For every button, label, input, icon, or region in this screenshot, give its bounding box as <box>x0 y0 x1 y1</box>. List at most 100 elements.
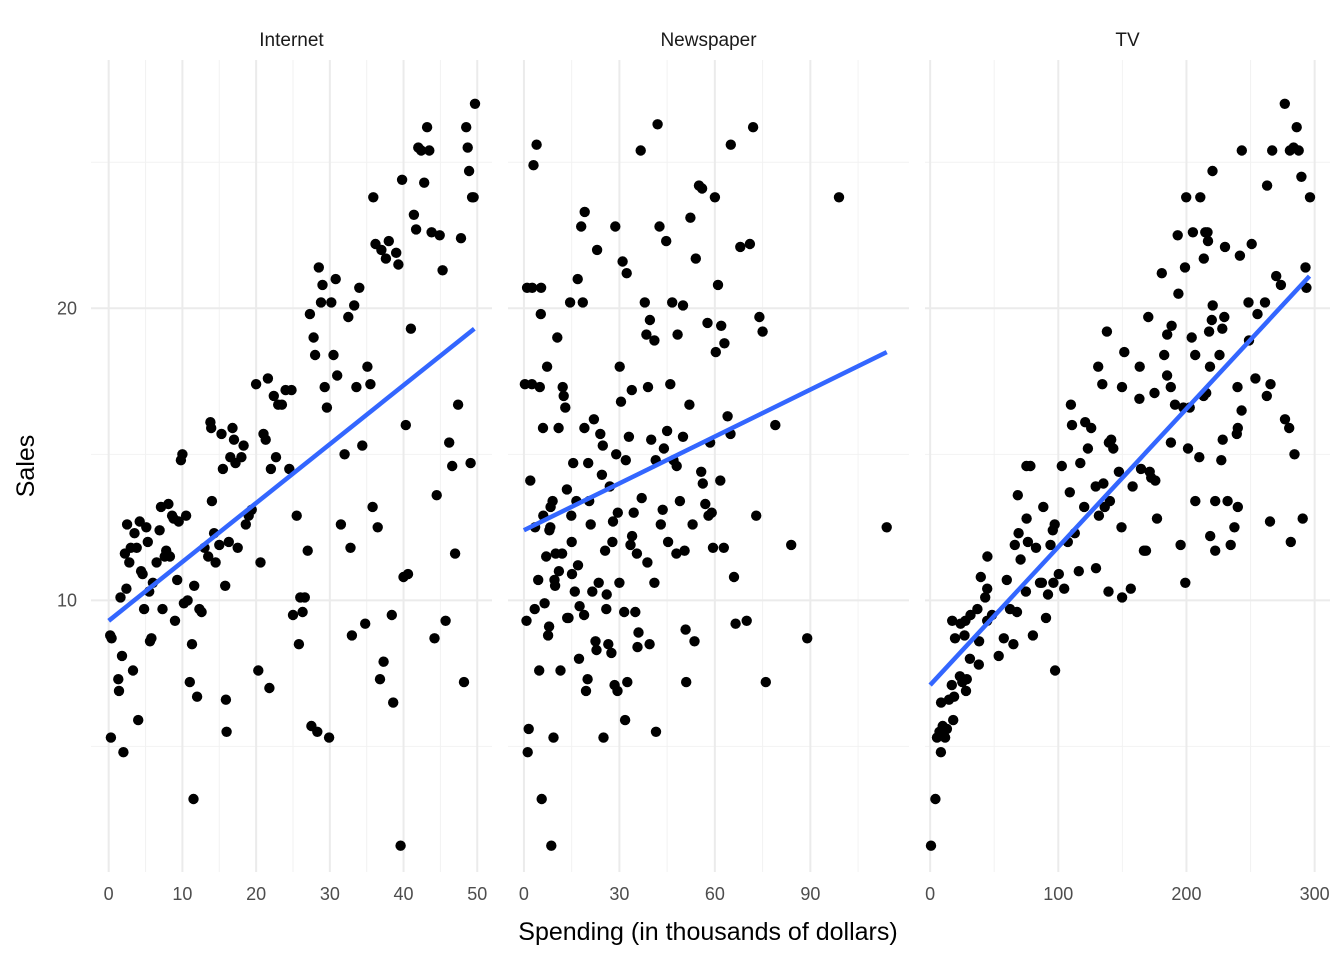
data-point <box>1297 513 1308 524</box>
data-point <box>558 390 569 402</box>
data-point <box>685 212 696 223</box>
data-point <box>1013 528 1024 539</box>
data-point <box>332 370 343 381</box>
data-point <box>1135 463 1147 475</box>
data-point <box>1103 586 1114 597</box>
data-point <box>1243 297 1254 308</box>
data-point <box>223 536 234 548</box>
data-point <box>1036 577 1048 588</box>
data-point <box>715 475 726 486</box>
data-point <box>632 641 643 653</box>
data-point <box>270 452 282 463</box>
x-tick-label: 10 <box>172 884 192 904</box>
data-point <box>621 268 632 279</box>
data-point <box>180 510 192 521</box>
x-tick-label: 40 <box>394 884 414 904</box>
data-point <box>754 311 765 323</box>
data-point <box>1116 522 1127 533</box>
data-point <box>182 595 193 606</box>
data-point <box>546 840 557 851</box>
data-point <box>531 139 542 150</box>
data-point <box>1229 522 1240 533</box>
data-point <box>1206 314 1218 326</box>
data-point <box>236 452 247 463</box>
data-point <box>127 665 139 676</box>
data-point <box>1289 449 1300 460</box>
data-point <box>1048 577 1059 588</box>
data-point <box>935 747 947 758</box>
data-point <box>1285 536 1297 548</box>
data-point <box>265 463 277 475</box>
x-tick-label: 0 <box>104 884 114 904</box>
data-point <box>1108 443 1119 454</box>
data-point <box>444 437 455 448</box>
data-point <box>1279 414 1291 425</box>
data-point <box>557 381 568 393</box>
data-point <box>221 726 232 737</box>
data-point <box>578 609 590 621</box>
data-point <box>671 460 682 472</box>
data-point <box>1204 361 1216 372</box>
data-point <box>465 457 476 469</box>
data-point <box>360 618 371 629</box>
data-point <box>115 592 126 603</box>
data-point <box>534 381 545 393</box>
data-point <box>129 528 140 539</box>
data-point <box>1066 419 1078 431</box>
data-point <box>580 685 592 697</box>
data-point <box>535 282 547 293</box>
data-point <box>615 396 627 407</box>
data-point <box>577 297 588 308</box>
data-point <box>351 381 362 393</box>
data-point <box>1053 568 1065 580</box>
data-point <box>372 522 383 533</box>
data-point <box>1217 434 1228 445</box>
data-point <box>1159 349 1170 361</box>
data-point <box>633 627 644 638</box>
data-point <box>461 122 472 133</box>
data-point <box>655 519 666 530</box>
data-point <box>620 455 631 466</box>
data-point <box>1214 349 1225 361</box>
data-point <box>260 434 271 445</box>
data-point <box>722 411 733 422</box>
data-point <box>376 244 387 256</box>
data-point <box>975 571 986 583</box>
data-point <box>545 501 556 513</box>
data-point <box>610 221 621 232</box>
data-point <box>1169 399 1181 410</box>
data-point <box>680 624 691 635</box>
y-tick-label: 10 <box>57 590 77 610</box>
data-point <box>1207 300 1218 311</box>
x-tick-label: 60 <box>705 884 725 904</box>
data-point <box>228 434 240 445</box>
data-point <box>1045 539 1056 551</box>
data-point <box>206 422 217 434</box>
data-point <box>770 419 781 431</box>
data-point <box>1079 501 1090 513</box>
data-point <box>588 414 600 425</box>
data-point <box>1073 566 1085 577</box>
facet-strip-label: Internet <box>259 30 324 51</box>
data-point <box>113 674 124 685</box>
data-point <box>268 390 279 402</box>
data-point <box>1008 639 1019 650</box>
data-point <box>566 510 577 521</box>
data-point <box>1175 539 1186 551</box>
data-point <box>757 326 768 337</box>
data-point <box>566 568 578 580</box>
data-point <box>591 644 602 656</box>
data-point <box>560 402 571 413</box>
data-point <box>255 557 266 568</box>
data-point <box>1232 501 1244 513</box>
data-point <box>133 714 144 726</box>
data-point <box>395 840 406 851</box>
data-point <box>543 621 555 632</box>
data-point <box>368 192 379 203</box>
data-point <box>1009 539 1020 551</box>
data-point <box>596 469 608 480</box>
data-point <box>1161 370 1173 381</box>
data-point <box>972 603 983 615</box>
data-point <box>1090 481 1101 492</box>
data-point <box>973 636 985 647</box>
